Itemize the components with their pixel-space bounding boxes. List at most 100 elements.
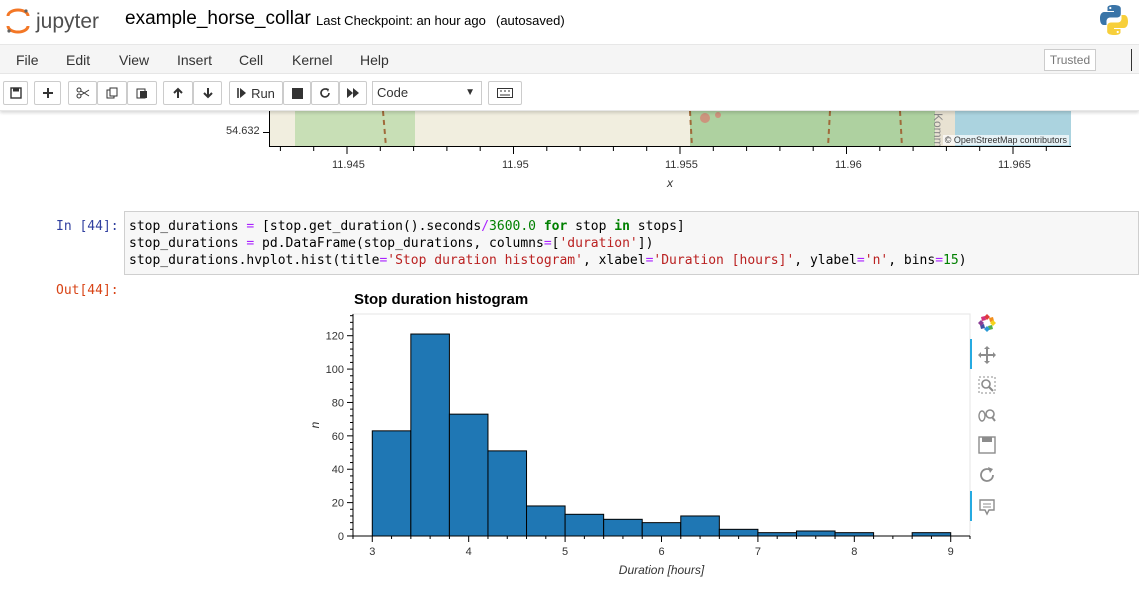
cell-type-select[interactable]: Code ▼ (372, 81, 482, 105)
step-forward-icon (237, 88, 247, 98)
copy-button[interactable] (97, 81, 127, 105)
run-button-label: Run (251, 85, 275, 101)
paste-button[interactable] (127, 81, 157, 105)
box-zoom-tool-icon[interactable] (970, 371, 1004, 399)
command-palette-button[interactable] (488, 81, 522, 105)
menu-insert[interactable]: Insert (177, 52, 213, 68)
histogram-bar[interactable] (718, 528, 759, 537)
menu-view[interactable]: View (119, 52, 150, 68)
x-tick-label: 3 (369, 546, 375, 558)
map-y-tick-mark (263, 132, 269, 133)
pan-tool-icon[interactable] (970, 341, 1004, 369)
restart-run-all-button[interactable] (339, 81, 367, 105)
jupyter-logo[interactable]: jupyter (4, 6, 114, 36)
active-tool-indicator (970, 339, 972, 369)
arrow-down-icon (202, 88, 213, 99)
x-tick-label: 7 (755, 546, 761, 558)
checkpoint-status: Last Checkpoint: an hour ago (316, 13, 486, 28)
histogram-bar[interactable] (680, 515, 720, 537)
autosave-status: (autosaved) (496, 13, 565, 28)
save-button[interactable] (3, 81, 28, 105)
x-tick-label: 5 (562, 546, 568, 558)
histogram-bar[interactable] (371, 430, 412, 537)
x-tick-label: 6 (658, 546, 664, 558)
map-x-tick-label: 11.96 (835, 159, 862, 171)
menu-help[interactable]: Help (360, 52, 389, 68)
y-tick-label: 0 (338, 531, 344, 543)
y-tick-label: 60 (332, 431, 344, 443)
map-y-axis (269, 111, 270, 147)
map-x-axis-label: x (667, 176, 673, 190)
histogram-bar[interactable] (757, 532, 797, 537)
x-tick-label: 8 (851, 546, 857, 558)
hover-tool-icon[interactable] (970, 493, 1004, 521)
code-line: stop_durations = [stop.get_duration().se… (129, 219, 685, 234)
chart-title: Stop duration histogram (354, 291, 529, 308)
x-axis-label: Duration [hours] (619, 563, 705, 577)
code-line: stop_durations.hvplot.hist(title='Stop d… (129, 253, 967, 268)
input-prompt: In [44]: (56, 219, 119, 234)
caret-down-icon: ▼ (465, 87, 475, 98)
y-tick-label: 120 (326, 331, 344, 343)
move-down-button[interactable] (193, 81, 222, 105)
bokeh-toolbar (970, 309, 1004, 524)
map-plot[interactable]: Komm © OpenStreetMap contributors (270, 111, 1071, 147)
histogram-bar[interactable] (410, 333, 450, 537)
map-x-tick-label: 11.945 (332, 159, 365, 171)
run-button[interactable]: Run (229, 81, 283, 105)
histogram-bar[interactable] (564, 513, 605, 537)
map-x-tick-label: 11.955 (665, 159, 698, 171)
histogram-bar[interactable] (526, 505, 566, 537)
y-tick-label: 20 (332, 498, 344, 510)
keyboard-icon (497, 88, 513, 98)
y-axis-label: n (308, 421, 322, 428)
notebook-container[interactable]: Komm © OpenStreetMap contributors 54.632… (0, 111, 1139, 611)
save-tool-icon[interactable] (970, 431, 1004, 459)
reset-tool-icon[interactable] (970, 461, 1004, 489)
arrow-up-icon (173, 87, 183, 98)
histogram-plot[interactable]: 0 20 40 60 80 100 120 3 4 5 6 7 8 9 Duration [hours] n (305, 288, 1005, 588)
code-editor[interactable]: stop_durations = [stop.get_duration().se… (124, 211, 1139, 275)
scissors-icon (76, 87, 89, 99)
histogram-bar[interactable] (911, 532, 952, 537)
stop-icon (291, 87, 303, 99)
cell-type-value: Code (377, 85, 409, 100)
map-x-tick-label: 11.965 (998, 159, 1031, 171)
notebook-name[interactable]: example_horse_collar (125, 8, 311, 29)
x-tick-label: 4 (466, 546, 472, 558)
copy-icon (106, 87, 118, 99)
histogram-bar[interactable] (487, 450, 528, 537)
map-y-tick-label: 54.632 (226, 125, 260, 137)
refresh-icon (320, 88, 330, 98)
histogram-bar[interactable] (603, 518, 643, 537)
histogram-chart[interactable]: Stop duration histogram 0 20 40 60 80 100 120 3… (305, 288, 1005, 588)
insert-cell-button[interactable] (34, 81, 61, 105)
cut-button[interactable] (68, 81, 97, 105)
notebook-header: jupyter example_horse_collar Last Checkp… (0, 0, 1139, 44)
menu-kernel[interactable]: Kernel (292, 52, 333, 68)
histogram-bar[interactable] (795, 530, 836, 537)
fast-forward-icon (347, 88, 359, 98)
move-up-button[interactable] (163, 81, 193, 105)
menubar: File Edit View Insert Cell Kernel Help T… (0, 44, 1139, 74)
active-tool-indicator (970, 491, 972, 521)
interrupt-button[interactable] (283, 81, 311, 105)
map-place-label: Komm (931, 113, 945, 147)
save-icon (9, 87, 22, 99)
map-x-tick-label: 11.95 (502, 159, 529, 171)
map-attribution[interactable]: © OpenStreetMap contributors (942, 135, 1069, 145)
map-x-axis-ticks (279, 147, 1047, 154)
restart-button[interactable] (311, 81, 339, 105)
menu-edit[interactable]: Edit (66, 52, 91, 68)
wheel-zoom-tool-icon[interactable] (970, 401, 1004, 429)
bokeh-logo-icon[interactable] (970, 309, 1004, 337)
histogram-bar[interactable] (448, 413, 489, 537)
menu-cell[interactable]: Cell (239, 52, 264, 68)
trusted-indicator[interactable]: Trusted (1044, 49, 1096, 71)
y-tick-label: 80 (332, 397, 344, 409)
histogram-bar[interactable] (641, 522, 682, 537)
plus-icon (42, 88, 53, 98)
menu-file[interactable]: File (16, 52, 39, 68)
menubar-divider (1131, 49, 1132, 71)
histogram-bar[interactable] (834, 532, 875, 537)
